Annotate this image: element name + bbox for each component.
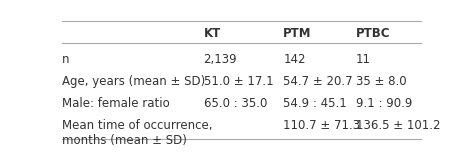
Text: KT: KT: [204, 27, 221, 40]
Text: PTBC: PTBC: [356, 27, 390, 40]
Text: n: n: [62, 53, 70, 66]
Text: 65.0 : 35.0: 65.0 : 35.0: [204, 97, 267, 110]
Text: 54.7 ± 20.7: 54.7 ± 20.7: [284, 75, 353, 88]
Text: 142: 142: [284, 53, 306, 66]
Text: 2,139: 2,139: [204, 53, 237, 66]
Text: 11: 11: [356, 53, 371, 66]
Text: 51.0 ± 17.1: 51.0 ± 17.1: [204, 75, 273, 88]
Text: 110.7 ± 71.3: 110.7 ± 71.3: [284, 119, 360, 132]
Text: Male: female ratio: Male: female ratio: [62, 97, 170, 110]
Text: 35 ± 8.0: 35 ± 8.0: [356, 75, 407, 88]
Text: 9.1 : 90.9: 9.1 : 90.9: [356, 97, 412, 110]
Text: 54.9 : 45.1: 54.9 : 45.1: [284, 97, 347, 110]
Text: Age, years (mean ± SD): Age, years (mean ± SD): [62, 75, 205, 88]
Text: PTM: PTM: [284, 27, 312, 40]
Text: Mean time of occurrence,
months (mean ± SD): Mean time of occurrence, months (mean ± …: [62, 119, 212, 147]
Text: 136.5 ± 101.2: 136.5 ± 101.2: [356, 119, 440, 132]
